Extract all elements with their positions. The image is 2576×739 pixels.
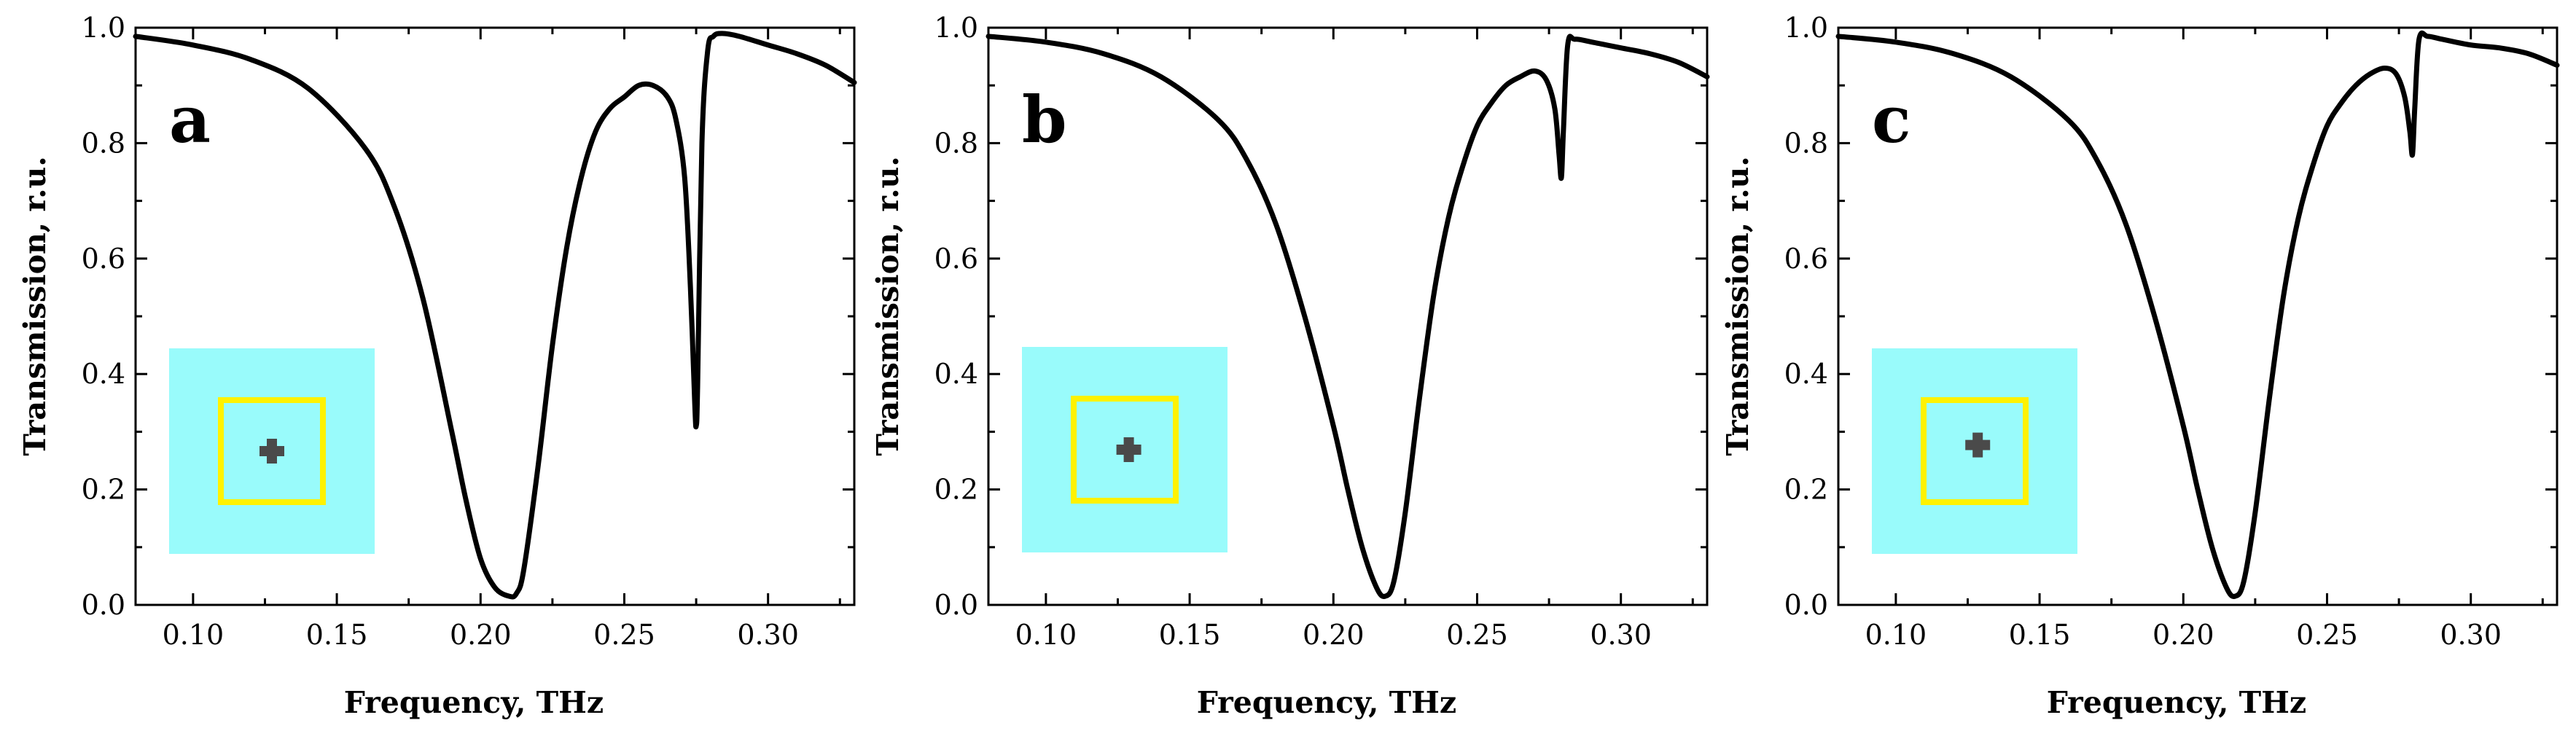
panel-a-axes-frame: [134, 26, 856, 606]
x-tick-label: 0.10: [1865, 619, 1927, 651]
panel-a-ylabel: Transmission, r.u.: [17, 156, 52, 455]
x-tick-label: 0.10: [163, 619, 225, 651]
y-tick-label: 0.8: [1784, 127, 1828, 159]
panel-b-ylabel: Transmission, r.u.: [870, 156, 905, 455]
y-tick-label: 0.0: [934, 589, 978, 621]
x-tick-label: 0.20: [450, 619, 512, 651]
x-tick-label: 0.15: [1159, 619, 1221, 651]
inset-square-ring: [218, 397, 326, 505]
panel-b-xtick-labels: 0.10 0.15 0.20 0.25 0.30: [1015, 619, 1652, 651]
inset-cross: [1116, 437, 1141, 462]
y-tick-label: 0.2: [82, 474, 125, 506]
x-tick-label: 0.30: [1590, 619, 1652, 651]
panel-c-letter: c: [1872, 82, 1911, 157]
y-tick-label: 0.2: [1784, 474, 1828, 506]
y-tick-label: 0.8: [82, 127, 125, 159]
y-tick-label: 1.0: [1784, 12, 1828, 44]
x-tick-label: 0.25: [2296, 619, 2358, 651]
panel-b: b Frequency, THz Transmission, r.u. 0.10…: [870, 12, 1710, 720]
x-tick-label: 0.25: [593, 619, 655, 651]
inset-cross-vertical: [1123, 437, 1134, 462]
inset-cross-vertical: [267, 439, 277, 464]
panel-c-inset: [1872, 348, 2077, 554]
panel-c-ylabel: Transmission, r.u.: [1720, 156, 1755, 455]
panel-a-inset: [169, 348, 375, 554]
panel-a-xlabel: Frequency, THz: [344, 685, 604, 720]
y-tick-label: 1.0: [934, 12, 978, 44]
x-tick-label: 0.10: [1015, 619, 1077, 651]
y-tick-label: 0.4: [82, 358, 125, 390]
inset-square-ring: [1921, 397, 2029, 505]
panel-b-transmission-line: [985, 34, 1710, 599]
y-tick-label: 0.4: [1784, 358, 1828, 390]
x-tick-label: 0.20: [2152, 619, 2214, 651]
panel-a-xtick-labels: 0.10 0.15 0.20 0.25 0.30: [163, 619, 799, 651]
y-tick-label: 0.2: [934, 474, 978, 506]
y-tick-label: 0.4: [934, 358, 978, 390]
panel-c-ytick-labels: 0.0 0.2 0.4 0.6 0.8 1.0: [1784, 12, 1828, 621]
panel-b-inset: [1022, 347, 1227, 552]
panel-c: c Frequency, THz Transmission, r.u. 0.10…: [1720, 12, 2560, 720]
y-tick-label: 0.0: [1784, 589, 1828, 621]
panel-a: a Frequency, THz Transmission, r.u. 0.10…: [17, 12, 857, 720]
y-tick-label: 0.8: [934, 127, 978, 159]
panel-c-xtick-labels: 0.10 0.15 0.20 0.25 0.30: [1865, 619, 2502, 651]
panel-c-transmission-line: [1835, 30, 2560, 599]
y-tick-label: 0.6: [934, 243, 978, 275]
inset-square-ring: [1071, 396, 1179, 504]
y-tick-label: 0.6: [82, 243, 125, 275]
x-tick-label: 0.15: [306, 619, 368, 651]
y-tick-label: 1.0: [82, 12, 125, 44]
x-tick-label: 0.15: [2009, 619, 2071, 651]
panel-a-ytick-labels: 0.0 0.2 0.4 0.6 0.8 1.0: [82, 12, 125, 621]
x-tick-label: 0.30: [737, 619, 799, 651]
inset-cross: [259, 439, 284, 464]
panel-b-letter: b: [1022, 82, 1067, 157]
panel-a-letter: a: [169, 82, 211, 157]
panel-c-xlabel: Frequency, THz: [2047, 685, 2306, 720]
x-tick-label: 0.30: [2440, 619, 2502, 651]
y-tick-label: 0.0: [82, 589, 125, 621]
inset-cross: [1965, 432, 1991, 458]
panel-b-axes-frame: [987, 26, 1709, 606]
x-tick-label: 0.25: [1446, 619, 1508, 651]
panel-c-axes-frame: [1837, 26, 2559, 606]
panel-b-xlabel: Frequency, THz: [1197, 685, 1456, 720]
inset-cross-vertical: [1972, 432, 1983, 458]
x-tick-label: 0.20: [1303, 619, 1365, 651]
panel-a-transmission-line: [133, 31, 857, 600]
panel-b-ytick-labels: 0.0 0.2 0.4 0.6 0.8 1.0: [934, 12, 978, 621]
y-tick-label: 0.6: [1784, 243, 1828, 275]
